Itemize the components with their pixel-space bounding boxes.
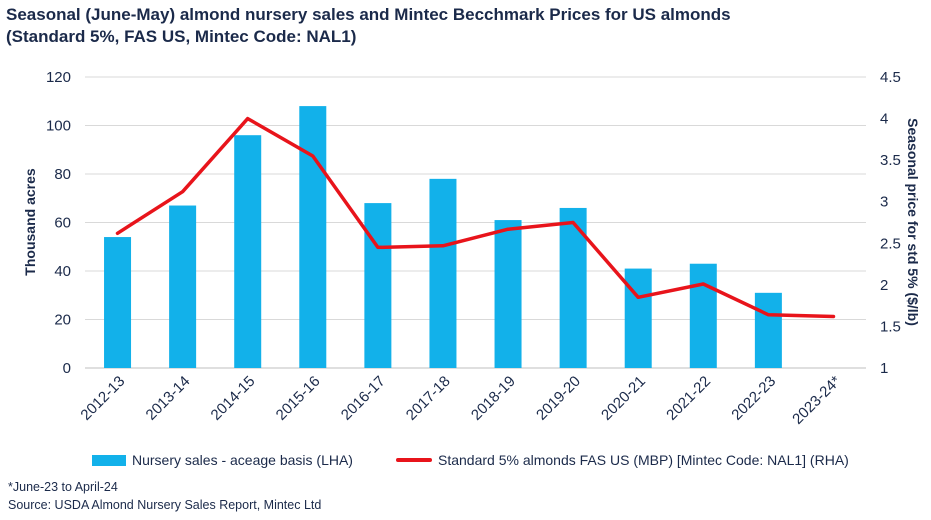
left-tick-label: 0 xyxy=(63,360,71,377)
left-tick-label: 100 xyxy=(46,118,71,135)
right-axis-label: Seasonal price for std 5% ($/lb) xyxy=(905,118,921,326)
right-tick-label: 3 xyxy=(880,194,888,211)
right-tick-label: 3.5 xyxy=(880,152,901,169)
chart-title-line-2: (Standard 5%, FAS US, Mintec Code: NAL1) xyxy=(6,27,357,46)
left-tick-label: 60 xyxy=(54,215,71,232)
right-tick-label: 4 xyxy=(880,111,888,128)
x-tick-label: 2018-19 xyxy=(468,373,519,424)
x-tick-label: 2021-22 xyxy=(663,373,714,424)
x-tick-label: 2017-18 xyxy=(403,373,454,424)
left-tick-label: 120 xyxy=(46,69,71,86)
legend-swatch-line xyxy=(396,458,432,462)
left-axis: 0 20 40 60 80 100 120 xyxy=(46,69,71,377)
bar xyxy=(624,268,652,368)
x-tick-label: 2015-16 xyxy=(273,373,324,424)
bar xyxy=(429,178,457,368)
legend: Nursery sales - aceage basis (LHA) Stand… xyxy=(0,452,931,474)
chart-title-line-1: Seasonal (June-May) almond nursery sales… xyxy=(6,5,731,24)
right-tick-label: 2.5 xyxy=(880,235,901,252)
source-note: Source: USDA Almond Nursery Sales Report… xyxy=(8,498,322,512)
line-series xyxy=(115,116,836,319)
bar xyxy=(754,292,782,368)
left-axis-label: Thousand acres xyxy=(22,168,38,276)
price-line xyxy=(115,116,836,319)
x-tick-label: 2014-15 xyxy=(208,373,259,424)
footnote: *June-23 to April-24 xyxy=(8,480,118,494)
combo-chart: 0 20 40 60 80 100 120 1 1.5 2 2.5 3 3.5 4 4.5 2012-13… xyxy=(22,69,921,428)
x-tick-label: 2022-23 xyxy=(728,373,779,424)
x-tick-label: 2023-24* xyxy=(789,373,844,428)
legend-item-bars: Nursery sales - aceage basis (LHA) xyxy=(92,452,353,468)
right-tick-label: 2 xyxy=(880,277,888,294)
bar xyxy=(299,106,327,368)
legend-label-bars: Nursery sales - aceage basis (LHA) xyxy=(132,452,353,468)
bar xyxy=(494,220,522,368)
chart-title: Seasonal (June-May) almond nursery sales… xyxy=(6,4,926,48)
right-tick-label: 4.5 xyxy=(880,69,901,86)
bar xyxy=(234,135,262,368)
legend-swatch-bar xyxy=(92,454,126,466)
left-tick-label: 80 xyxy=(54,166,71,183)
right-tick-label: 1 xyxy=(880,360,888,377)
right-tick-label: 1.5 xyxy=(880,318,901,335)
bar-series xyxy=(104,106,782,368)
x-axis: 2012-13 2013-14 2014-15 2015-16 2016-17 2017-… xyxy=(77,373,844,428)
left-tick-label: 40 xyxy=(54,263,71,280)
x-tick-label: 2019-20 xyxy=(533,373,584,424)
bar xyxy=(689,263,717,368)
bar xyxy=(104,237,132,368)
x-tick-label: 2020-21 xyxy=(598,373,649,424)
x-tick-label: 2013-14 xyxy=(142,373,193,424)
x-tick-label: 2016-17 xyxy=(338,373,389,424)
left-tick-label: 20 xyxy=(54,312,71,329)
legend-label-line: Standard 5% almonds FAS US (MBP) [Mintec… xyxy=(438,452,849,468)
x-tick-label: 2012-13 xyxy=(77,373,128,424)
legend-item-line: Standard 5% almonds FAS US (MBP) [Mintec… xyxy=(396,452,849,468)
bar xyxy=(364,203,392,368)
gridlines xyxy=(85,76,866,369)
right-axis: 1 1.5 2 2.5 3 3.5 4 4.5 xyxy=(880,69,901,377)
bar xyxy=(169,205,197,368)
